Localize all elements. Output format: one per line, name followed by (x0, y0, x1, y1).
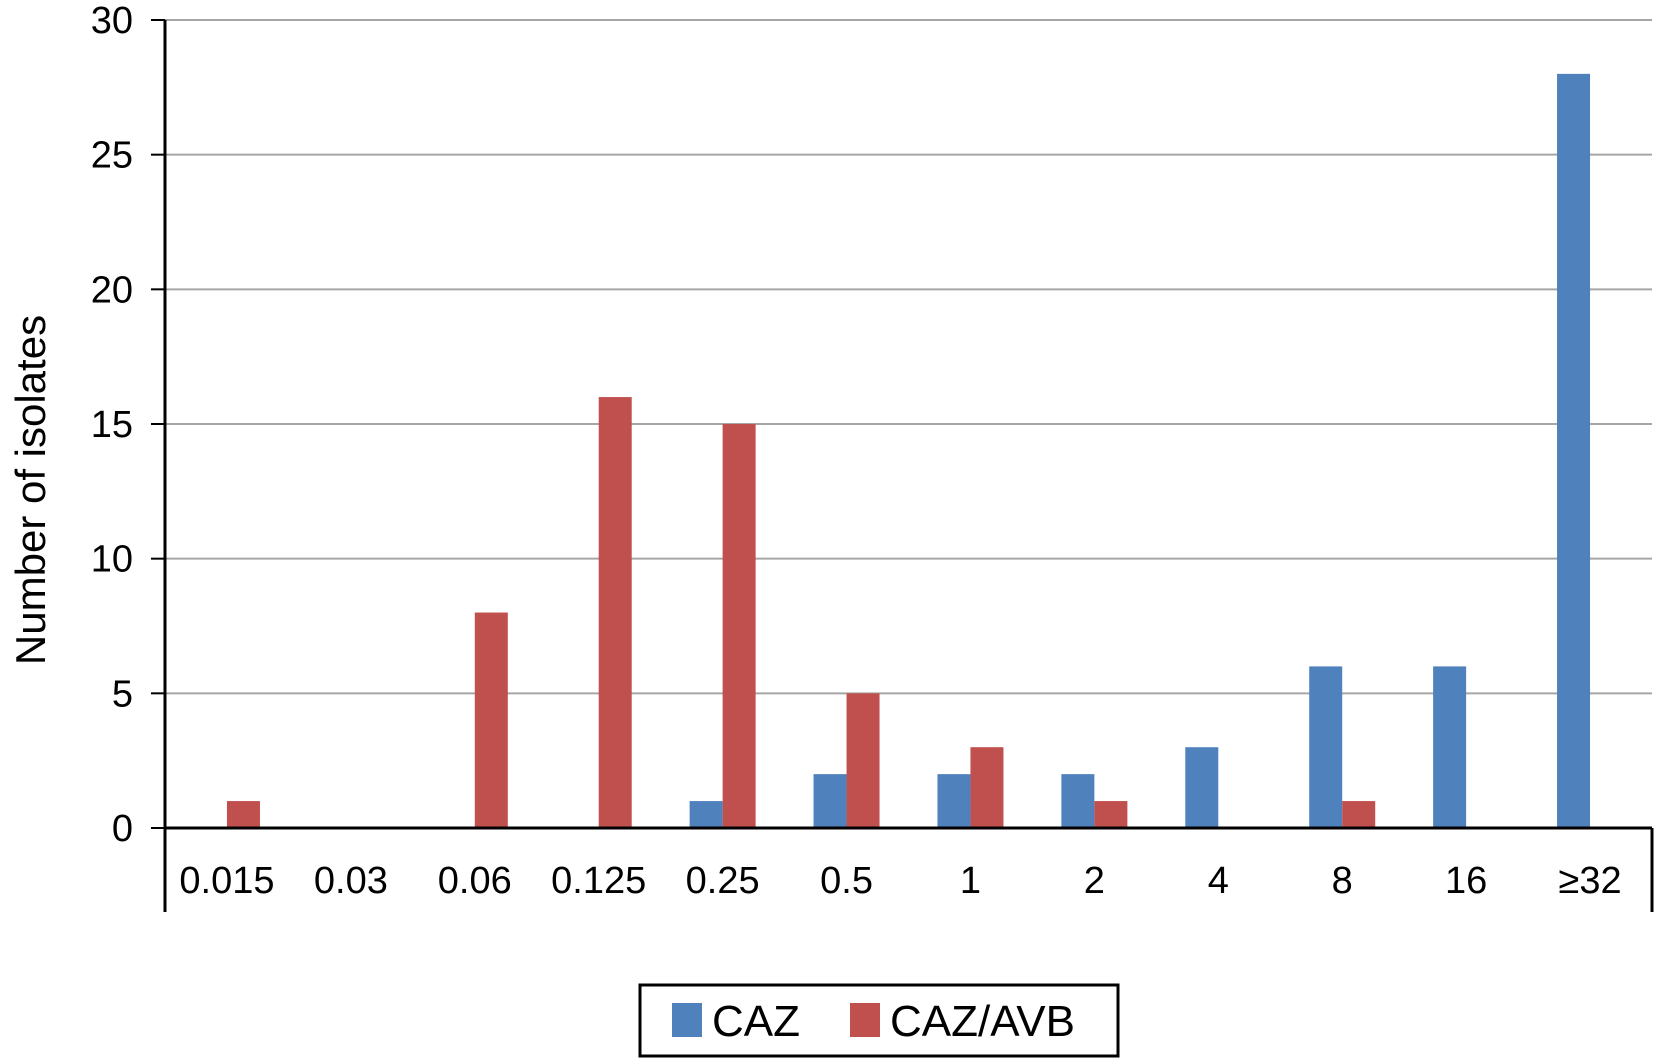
x-tick-label: ≥32 (1558, 860, 1621, 902)
x-tick-label: 0.06 (438, 860, 512, 902)
x-tick-label: 0.5 (820, 860, 873, 902)
bar-caz-avb-0 (226, 801, 260, 828)
bar-caz-11 (1557, 73, 1591, 828)
bar-caz-avb-2 (474, 612, 508, 828)
legend-label: CAZ (712, 997, 800, 1046)
bar-caz-avb-7 (1094, 801, 1128, 828)
y-axis-ticks: 0 5 10 15 20 25 30 (91, 0, 165, 850)
bar-caz-8 (1185, 747, 1219, 828)
x-tick-label: 4 (1208, 860, 1229, 902)
x-tick-label: 0.03 (314, 860, 388, 902)
legend-swatch (850, 1003, 880, 1037)
bar-caz-9 (1309, 666, 1343, 828)
bar-caz-6 (937, 774, 971, 828)
y-tick-label: 25 (91, 135, 133, 177)
y-tick-label: 20 (91, 269, 133, 311)
y-tick-label: 30 (91, 0, 133, 42)
bar-caz-avb-5 (846, 693, 880, 828)
x-tick-label: 1 (960, 860, 981, 902)
x-tick-label: 0.015 (179, 860, 274, 902)
x-tick-label: 8 (1332, 860, 1353, 902)
legend: CAZ CAZ/AVB (638, 983, 1120, 1058)
legend-label: CAZ/AVB (890, 997, 1075, 1046)
bar-caz-avb-6 (970, 747, 1004, 828)
gridlines (165, 19, 1652, 695)
bar-caz-avb-3 (598, 397, 632, 828)
bar-caz-7 (1061, 774, 1095, 828)
x-axis-ticks: 0.015 0.03 0.06 0.125 0.25 0.5 1 2 4 8 16 ≥32 (179, 860, 1621, 902)
bar-caz-4 (689, 801, 723, 828)
y-tick-label: 0 (112, 808, 133, 850)
y-tick-label: 10 (91, 539, 133, 581)
y-tick-label: 5 (112, 673, 133, 715)
x-tick-label: 16 (1445, 860, 1487, 902)
x-tick-label: 0.25 (686, 860, 760, 902)
axes (163, 20, 1654, 912)
bars (226, 73, 1591, 828)
bar-caz-avb-9 (1342, 801, 1376, 828)
bar-caz-5 (813, 774, 847, 828)
bar-caz-10 (1433, 666, 1467, 828)
x-tick-label: 2 (1084, 860, 1105, 902)
y-tick-label: 15 (91, 404, 133, 446)
bar-caz-avb-4 (722, 424, 756, 828)
y-axis-label: Number of isolates (7, 315, 54, 665)
x-tick-label: 0.125 (551, 860, 646, 902)
legend-swatch (672, 1003, 702, 1037)
